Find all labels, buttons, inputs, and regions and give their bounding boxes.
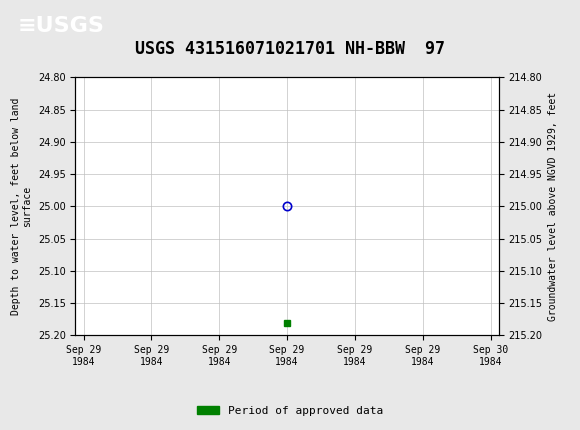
Y-axis label: Groundwater level above NGVD 1929, feet: Groundwater level above NGVD 1929, feet	[548, 92, 558, 321]
Y-axis label: Depth to water level, feet below land
surface: Depth to water level, feet below land su…	[10, 98, 32, 315]
Text: ≡USGS: ≡USGS	[17, 16, 104, 36]
Text: USGS 431516071021701 NH-BBW  97: USGS 431516071021701 NH-BBW 97	[135, 40, 445, 58]
Legend: Period of approved data: Period of approved data	[193, 401, 387, 420]
